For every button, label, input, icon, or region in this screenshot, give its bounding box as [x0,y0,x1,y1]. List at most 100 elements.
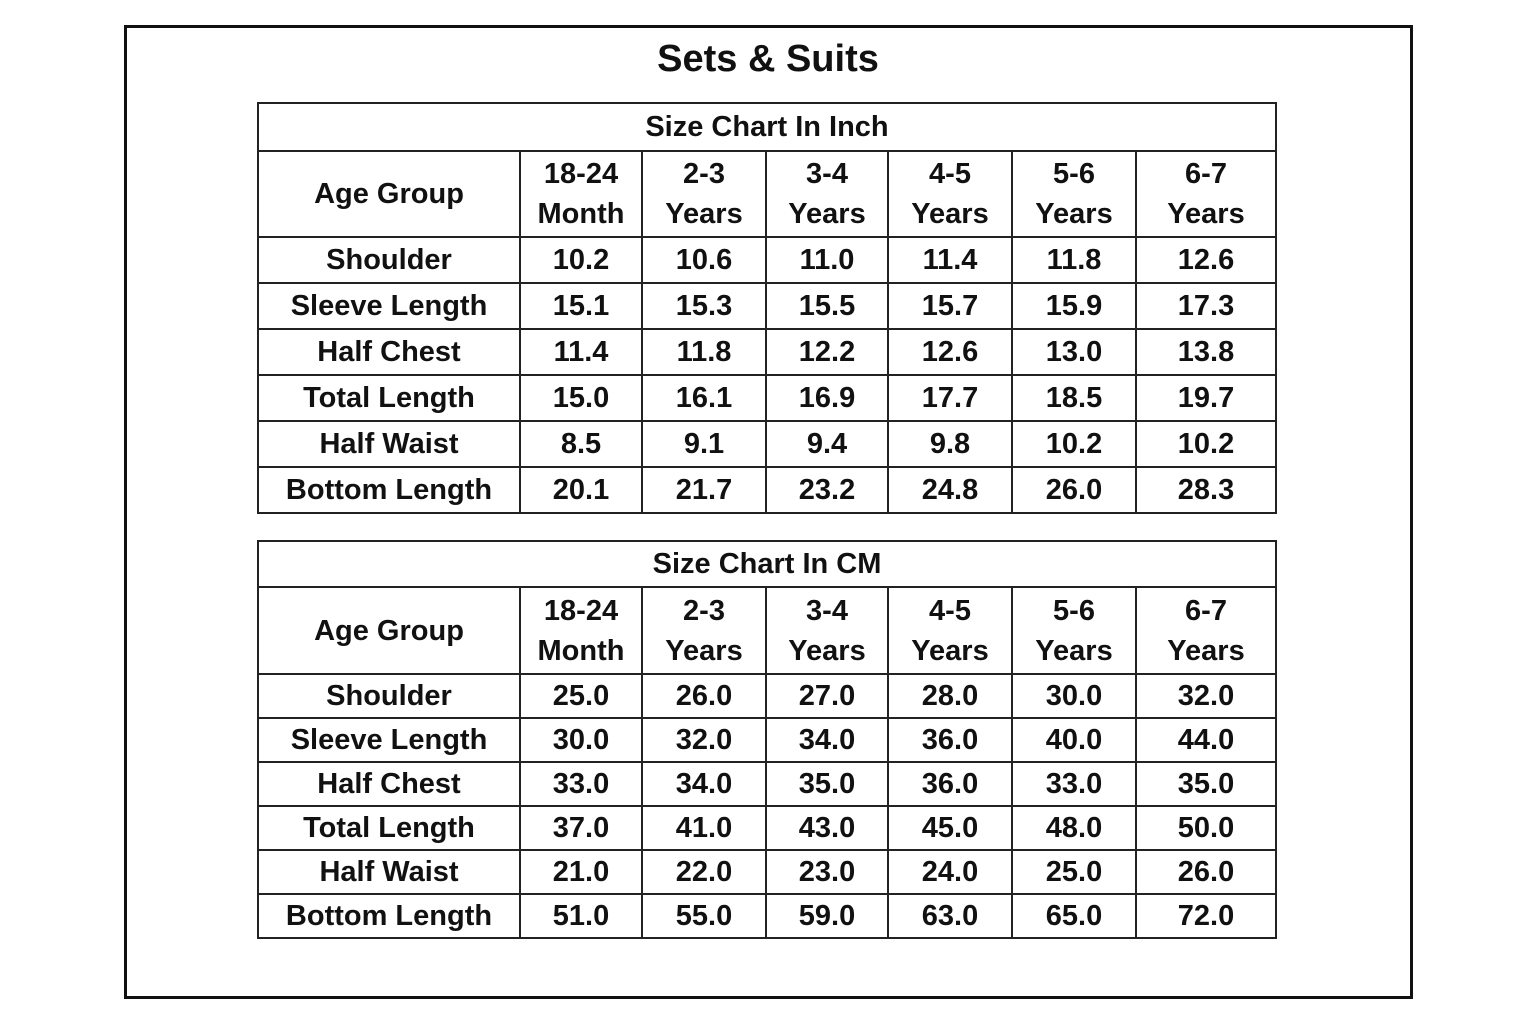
cell-value: 37.0 [519,805,643,851]
cell-value: 11.8 [1011,236,1137,284]
cell-value: 30.0 [519,717,643,763]
cell-value: 13.0 [1011,328,1137,376]
cell-value: 13.8 [1135,328,1277,376]
cell-value: 43.0 [765,805,889,851]
header-row: Age Group 18-24 Month 2-3 Years 3-4 Years 4-5 Ye… [257,150,1277,238]
cell-value: 36.0 [887,717,1013,763]
column-unit: Years [665,198,743,230]
data-row: Shoulder 25.0 26.0 27.0 28.0 30.0 32.0 [257,673,1278,719]
row-label: Half Waist [257,849,521,895]
cell-value: 12.6 [1135,236,1277,284]
cell-value: 32.0 [641,717,767,763]
column-header: 18-24 Month [519,150,643,238]
row-label: Shoulder [257,673,521,719]
cell-value: 11.0 [765,236,889,284]
cell-value: 17.7 [887,374,1013,422]
cell-value: 9.8 [887,420,1013,468]
cell-value: 26.0 [1011,466,1137,514]
row-label: Bottom Length [257,466,521,514]
cell-value: 10.2 [1011,420,1137,468]
header-label: Age Group [257,150,521,238]
cell-value: 55.0 [641,893,767,939]
column-header: 3-4 Years [765,150,889,238]
cell-value: 27.0 [765,673,889,719]
column-unit: Month [537,634,625,667]
column-header: 4-5 Years [887,586,1013,675]
data-row: Bottom Length 51.0 55.0 59.0 63.0 65.0 72.0 [257,893,1278,939]
column-range: 5-6 [1053,158,1095,190]
column-header: 6-7 Years [1135,150,1277,238]
column-header: 5-6 Years [1011,150,1137,238]
cell-value: 26.0 [1134,849,1278,895]
frame [124,25,1413,999]
cell-value: 23.2 [765,466,889,514]
column-unit: Years [788,634,866,667]
cell-value: 11.4 [887,236,1013,284]
column-unit: Years [1035,198,1113,230]
column-range: 5-6 [1053,594,1095,627]
row-label: Half Chest [257,761,521,807]
cell-value: 15.0 [519,374,643,422]
row-label: Total Length [257,805,521,851]
header-label: Age Group [257,586,521,675]
cell-value: 25.0 [1011,849,1137,895]
row-label: Total Length [257,374,521,422]
column-range: 6-7 [1185,594,1227,627]
row-label: Bottom Length [257,893,521,939]
data-row: Half Waist 21.0 22.0 23.0 24.0 25.0 26.0 [257,849,1278,895]
row-label: Half Chest [257,328,521,376]
cell-value: 15.1 [519,282,643,330]
row-label: Shoulder [257,236,521,284]
cell-value: 33.0 [1011,761,1137,807]
table-title-row: Size Chart In CM [256,540,1278,588]
cell-value: 45.0 [887,805,1013,851]
row-label: Sleeve Length [257,282,521,330]
data-row: Bottom Length 20.1 21.7 23.2 24.8 26.0 28.3 [257,466,1277,514]
column-range: 4-5 [929,594,971,627]
cell-value: 28.3 [1135,466,1277,514]
column-range: 2-3 [683,158,725,190]
cell-value: 34.0 [765,717,889,763]
page-title: Sets & Suits [657,38,879,80]
cell-value: 26.0 [641,673,767,719]
cell-value: 35.0 [765,761,889,807]
column-header: 3-4 Years [765,586,889,675]
column-unit: Years [1167,634,1245,667]
cell-value: 10.2 [519,236,643,284]
column-header: 18-24 Month [519,586,643,675]
column-range: 2-3 [683,594,725,627]
column-unit: Years [788,198,866,230]
row-label: Half Waist [257,420,521,468]
cell-value: 24.8 [887,466,1013,514]
column-range: 4-5 [929,158,971,190]
column-range: 18-24 [543,594,619,627]
data-row: Total Length 15.0 16.1 16.9 17.7 18.5 19.7 [257,374,1277,422]
cell-value: 32.0 [1134,673,1278,719]
column-range: 3-4 [806,594,848,627]
column-range: 6-7 [1185,158,1227,190]
column-unit: Years [911,634,989,667]
column-unit: Month [537,198,625,230]
column-range: 18-24 [543,158,619,190]
table-title-row: Size Chart In Inch [257,102,1277,152]
cell-value: 24.0 [887,849,1013,895]
cell-value: 65.0 [1011,893,1137,939]
cell-value: 48.0 [1011,805,1137,851]
cell-value: 9.1 [641,420,767,468]
column-unit: Years [1035,634,1113,667]
table-title: Size Chart In Inch [257,102,1277,152]
cell-value: 41.0 [641,805,767,851]
column-range: 3-4 [806,158,848,190]
cell-value: 33.0 [519,761,643,807]
column-header: 4-5 Years [887,150,1013,238]
column-header: 5-6 Years [1011,586,1137,675]
data-row: Half Chest 11.4 11.8 12.2 12.6 13.0 13.8 [257,328,1277,376]
cell-value: 59.0 [765,893,889,939]
cell-value: 11.8 [641,328,767,376]
cell-value: 16.1 [641,374,767,422]
cell-value: 35.0 [1134,761,1278,807]
cell-value: 8.5 [519,420,643,468]
column-header: 2-3 Years [641,586,767,675]
cell-value: 12.6 [887,328,1013,376]
